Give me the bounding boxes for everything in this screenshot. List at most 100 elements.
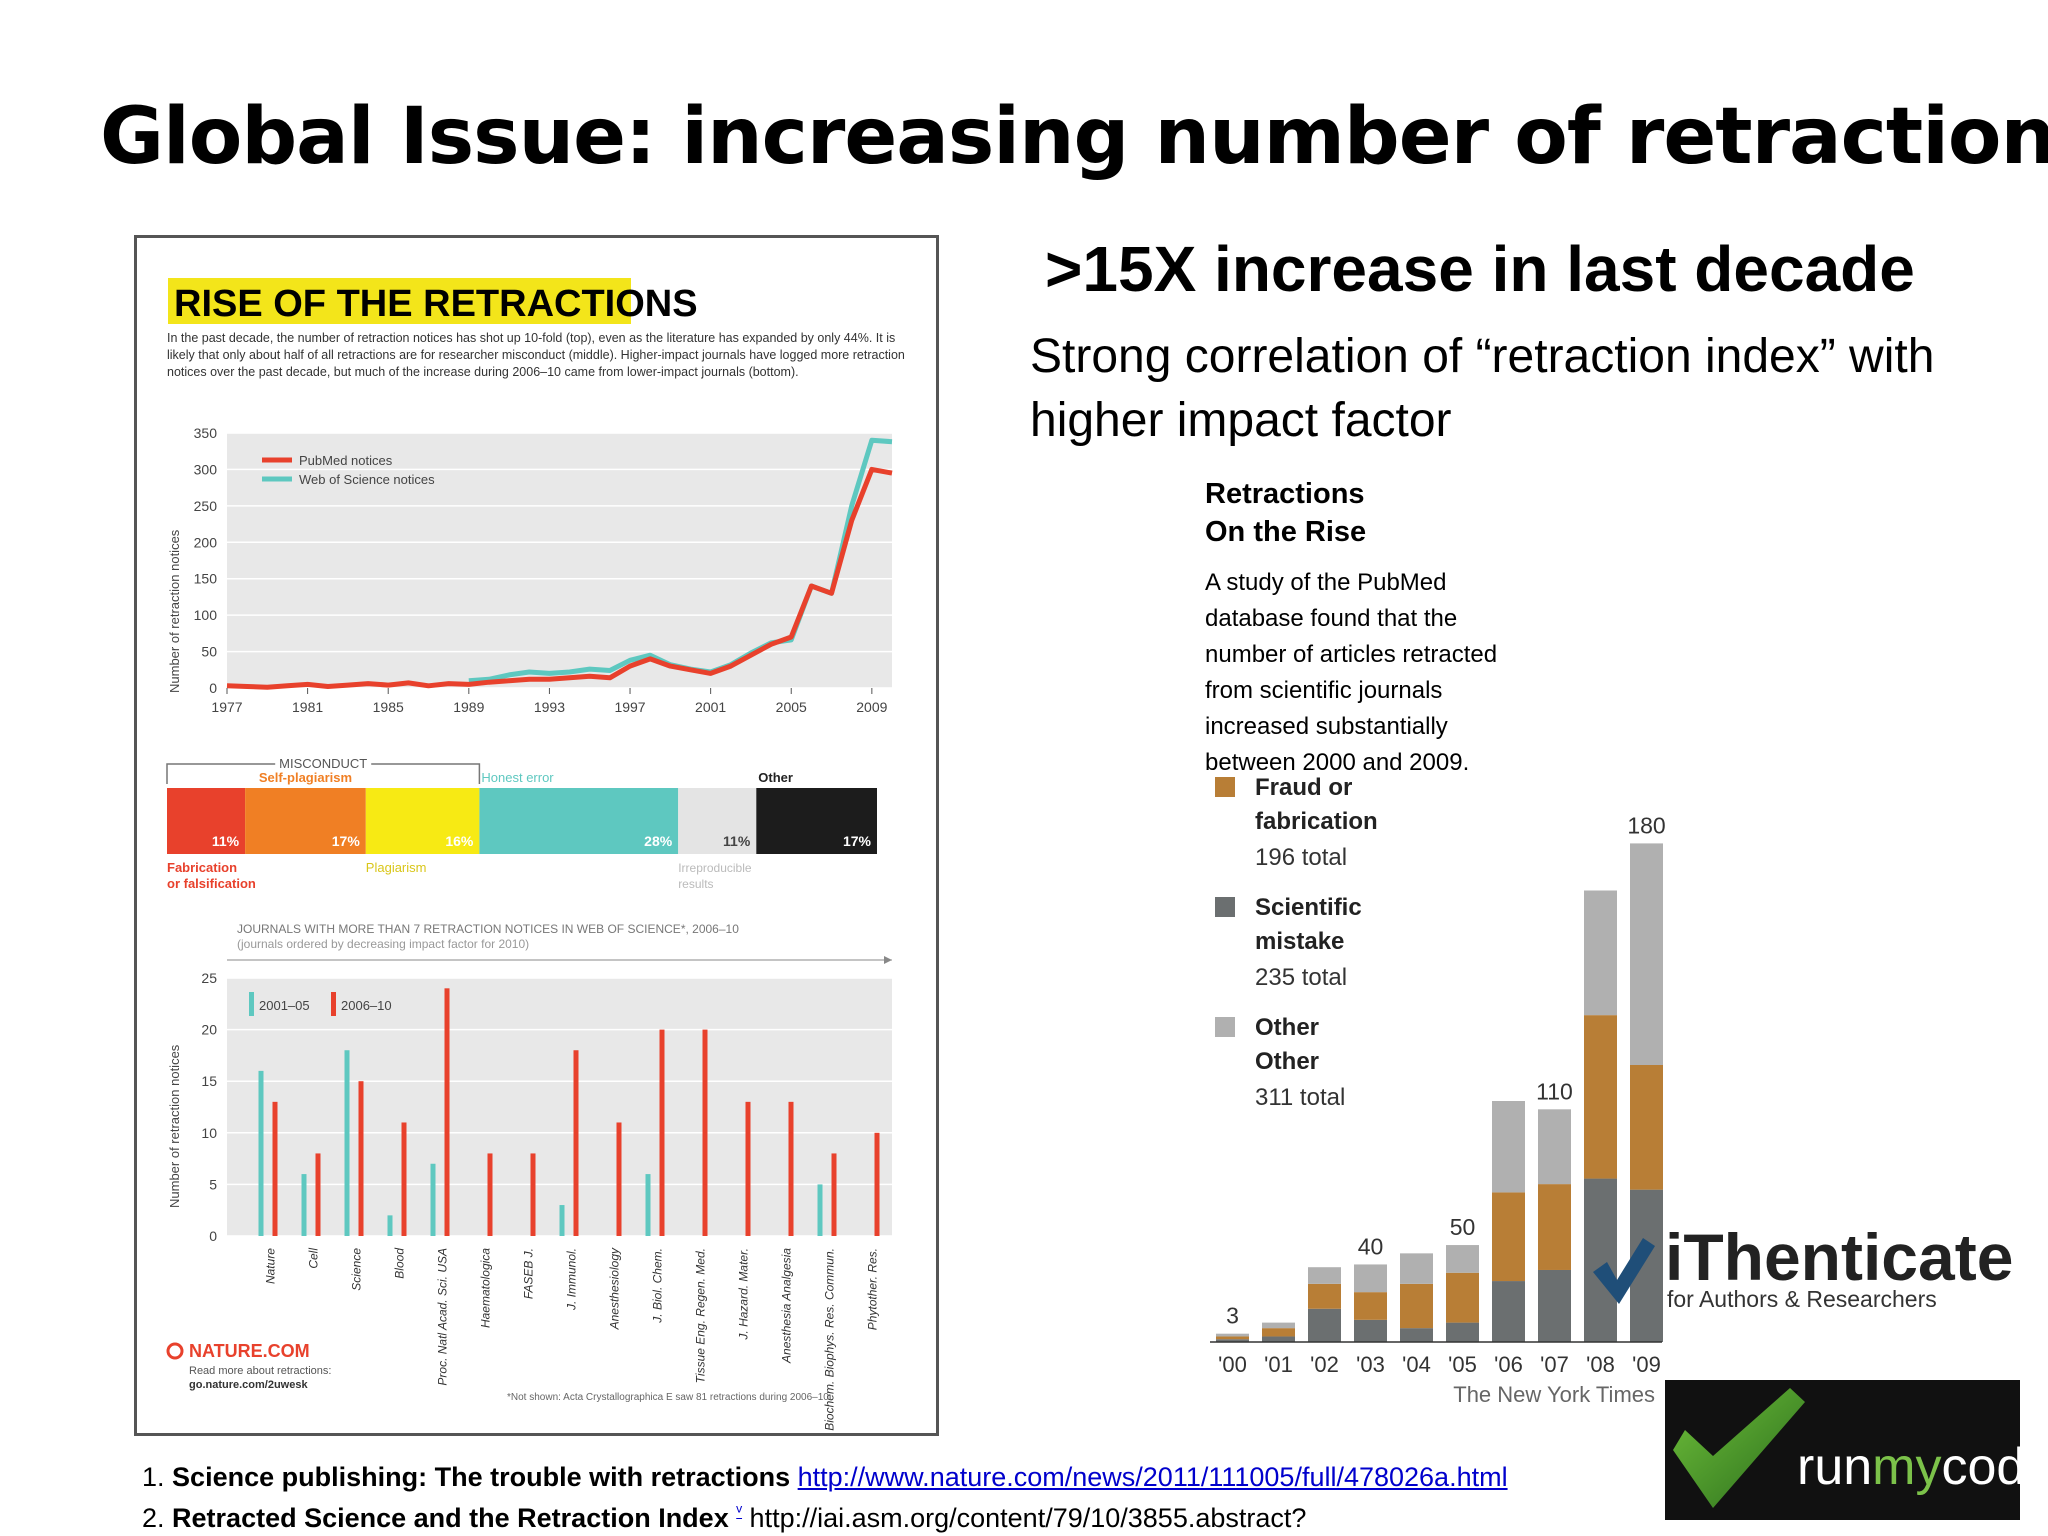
runmycode-logo: runmycode xyxy=(1665,1380,2048,1520)
banner-background xyxy=(168,278,631,324)
category-label: Fabrication xyxy=(167,860,237,875)
journal-bar xyxy=(344,1050,350,1236)
nyt-bar-segment xyxy=(1584,1178,1617,1342)
nyt-bar-segment xyxy=(1492,1192,1525,1282)
line-ytick: 300 xyxy=(194,461,218,477)
nyt-legend-total: 311 total xyxy=(1255,1084,1345,1111)
line-xtick: 1993 xyxy=(534,699,565,715)
slide-title: Global Issue: increasing number of retra… xyxy=(100,92,2048,182)
nyt-bar-segment xyxy=(1400,1328,1433,1342)
checkmark-icon xyxy=(1673,1388,1805,1508)
nature-brand-name: NATURE.COM xyxy=(189,1341,310,1361)
misconduct-value: 17% xyxy=(843,833,872,849)
nyt-legend-label: Other xyxy=(1255,1048,1319,1075)
nyt-bar-segment xyxy=(1216,1336,1249,1340)
reference-2-mark[interactable]: ᵛ xyxy=(736,1501,743,1521)
line-xtick: 2009 xyxy=(856,699,887,715)
nyt-legend-label: Fraud or xyxy=(1255,774,1352,801)
line-ytick: 350 xyxy=(194,425,218,441)
misconduct-segment xyxy=(479,788,679,854)
reference-1-title: Science publishing: The trouble with ret… xyxy=(172,1462,791,1492)
nyt-legend-swatch xyxy=(1215,897,1235,917)
category-label: or falsification xyxy=(167,876,256,891)
line-xtick: 2005 xyxy=(776,699,807,715)
category-label: Self-plagiarism xyxy=(259,770,352,785)
nature-brand: NATURE.COM Read more about retractions: … xyxy=(166,1341,331,1391)
journal-bar xyxy=(659,1029,665,1236)
nyt-legend-label: Other xyxy=(1255,1014,1319,1041)
nature-brand-icon xyxy=(166,1342,184,1360)
journal-plot-area xyxy=(227,978,892,1236)
journal-bar xyxy=(444,988,450,1236)
nyt-legend-label: fabrication xyxy=(1255,808,1378,835)
misconduct-segment xyxy=(756,788,877,854)
category-label: Plagiarism xyxy=(366,860,427,875)
line-chart: 0 50 100 150 200 250 300 350 1977 1981 1985 1989 199… xyxy=(167,425,893,715)
nyt-xtick: '06 xyxy=(1494,1352,1523,1377)
journal-arrow-head xyxy=(884,956,892,964)
journal-bar xyxy=(645,1174,651,1236)
journal-legend-label: 2006–10 xyxy=(341,998,392,1013)
misconduct-segment xyxy=(167,788,246,854)
slide-subtext: Strong correlation of “retraction index”… xyxy=(1030,330,1935,447)
line-ytick: 200 xyxy=(194,534,218,550)
runmycode-name: runmycode xyxy=(1797,1438,2020,1496)
reference-1-link[interactable]: http://www.nature.com/news/2011/111005/f… xyxy=(797,1462,1508,1492)
nyt-bar-segment xyxy=(1446,1245,1479,1273)
line-ytick: 150 xyxy=(194,571,218,587)
nyt-value-label: 180 xyxy=(1627,812,1665,838)
line-ylabel: Number of retraction notices xyxy=(167,529,182,693)
nyt-bar-segment xyxy=(1400,1253,1433,1284)
ithenticate-tagline: for Authors & Researchers xyxy=(1667,1286,1937,1312)
line-xtick: 1997 xyxy=(614,699,645,715)
nyt-xtick: '00 xyxy=(1218,1352,1247,1377)
journal-bar xyxy=(258,1070,264,1236)
journal-label: FASEB J. xyxy=(522,1248,536,1299)
journal-bar xyxy=(817,1184,823,1236)
category-label: Other xyxy=(758,770,793,785)
journal-bar xyxy=(401,1122,407,1236)
nyt-bar-segment xyxy=(1354,1319,1387,1342)
nyt-value-label: 50 xyxy=(1450,1214,1476,1240)
journal-label: Blood xyxy=(393,1248,407,1279)
line-series-pubmed-notices xyxy=(226,466,893,690)
nyt-xtick: '05 xyxy=(1448,1352,1477,1377)
journal-ytick: 0 xyxy=(209,1228,217,1244)
journal-bar xyxy=(573,1050,579,1236)
journal-bar xyxy=(487,1153,493,1236)
nyt-bar-segment xyxy=(1308,1308,1341,1342)
nyt-xtick: '04 xyxy=(1402,1352,1431,1377)
misconduct-value: 16% xyxy=(445,833,474,849)
line-ytick: 100 xyxy=(194,607,218,623)
nature-infographic: RISE OF THE RETRACTIONS In the past deca… xyxy=(134,235,939,1436)
nyt-bar-segment xyxy=(1446,1322,1479,1342)
nyt-legend-swatch xyxy=(1215,777,1235,797)
nature-brand-url: go.nature.com/2uwesk xyxy=(189,1379,308,1391)
nyt-bar-segment xyxy=(1538,1184,1571,1270)
journal-bar xyxy=(358,1081,364,1236)
ithenticate-logo: iThenticate for Authors & Researchers xyxy=(1585,1220,2045,1312)
line-xtick: 1981 xyxy=(292,699,323,715)
journal-legend-label: 2001–05 xyxy=(259,998,310,1013)
line-ytick: 250 xyxy=(194,498,218,514)
journal-bar xyxy=(301,1174,307,1236)
references: 1. Science publishing: The trouble with … xyxy=(142,1460,1508,1535)
journal-bar xyxy=(387,1215,393,1236)
line-xtick: 2001 xyxy=(695,699,726,715)
misconduct-bar: 11% 17% 16% 28% 11% 17% MISCONDUCTSelf-plagiar… xyxy=(166,756,877,891)
journal-bar xyxy=(831,1153,837,1236)
nyt-legend-label: mistake xyxy=(1255,928,1344,955)
nyt-bars: '00 3 '01 '02 '03 40 '04 '05 50 '06 '07 110 '08 '09 18… xyxy=(1210,812,1666,1377)
nyt-bar-segment xyxy=(1354,1264,1387,1293)
journal-bar-chart: 0 5 10 15 20 25 Nature Cell Science Blood Proc. Na… xyxy=(201,956,892,1431)
category-label: Honest error xyxy=(481,770,554,785)
nyt-xtick: '07 xyxy=(1540,1352,1569,1377)
nyt-bar-segment xyxy=(1538,1109,1571,1185)
nyt-title: Retractions On the Rise xyxy=(1205,478,1367,548)
misconduct-value: 17% xyxy=(332,833,361,849)
journal-bar xyxy=(430,1163,436,1236)
line-xtick: 1985 xyxy=(373,699,404,715)
journal-label: Proc. Natl Acad. Sci. USA xyxy=(436,1248,450,1386)
nyt-bar-segment xyxy=(1216,1339,1249,1342)
nyt-subtitle: A study of the PubMed database found tha… xyxy=(1205,569,1498,776)
